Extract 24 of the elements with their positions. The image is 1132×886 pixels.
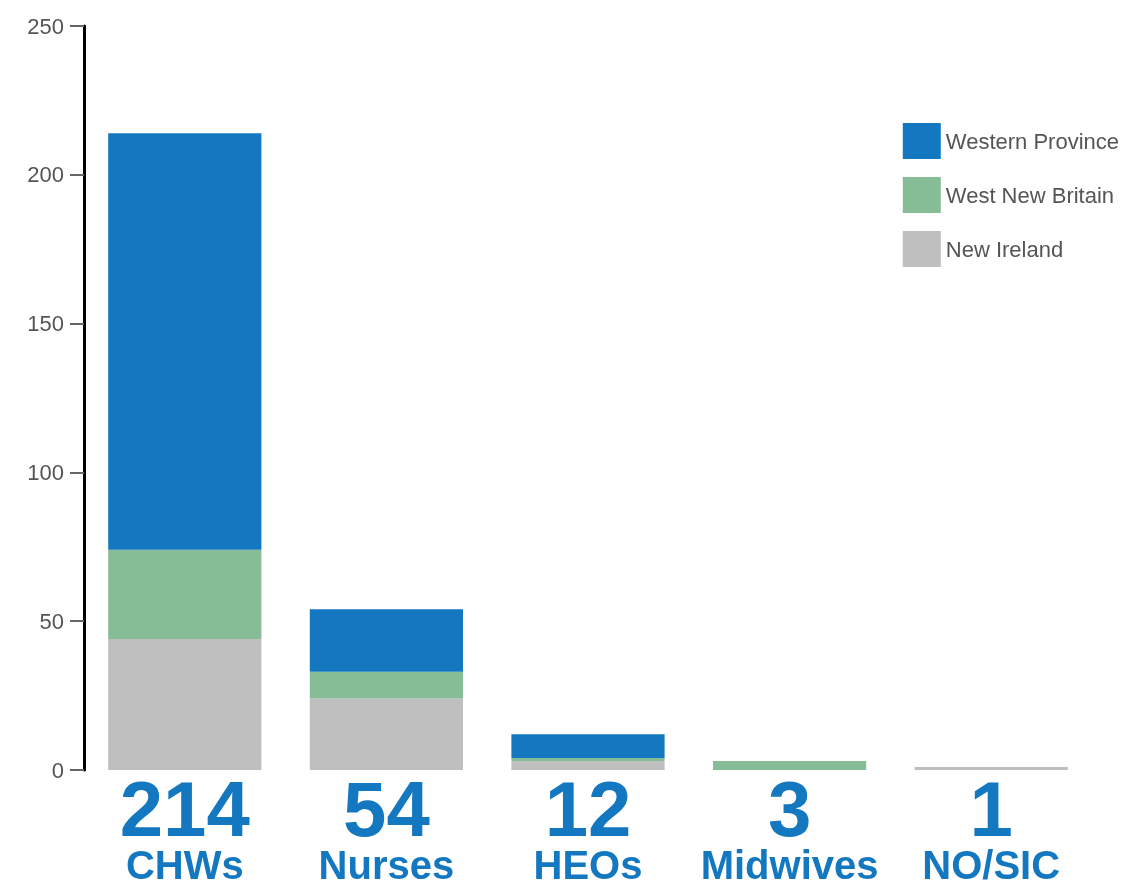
x-tick-label: Nurses [318, 843, 455, 886]
bar [108, 133, 262, 550]
y-tick-label: 250 [27, 13, 64, 39]
bar [712, 761, 867, 770]
y-tick-label: 150 [27, 311, 64, 337]
bar [309, 609, 464, 672]
legend-label: Western Province [945, 128, 1119, 154]
y-tick-label: 100 [27, 459, 64, 485]
bar [511, 761, 665, 770]
bar [108, 549, 262, 640]
x-tick-label: CHWs [125, 843, 244, 886]
legend-label: New Ireland [945, 236, 1064, 262]
x-tick-label: HEOs [533, 843, 643, 886]
bar [309, 671, 464, 699]
legend-label: West New Britain [945, 182, 1115, 208]
bar [511, 758, 665, 762]
y-tick-label: 0 [51, 757, 64, 783]
bar [511, 734, 665, 759]
bar [108, 639, 262, 770]
bar [914, 767, 1068, 770]
x-tick-label: Midwives [700, 843, 879, 886]
y-tick-label: 50 [39, 608, 64, 634]
y-tick-label: 200 [27, 162, 64, 188]
bar [309, 698, 464, 770]
